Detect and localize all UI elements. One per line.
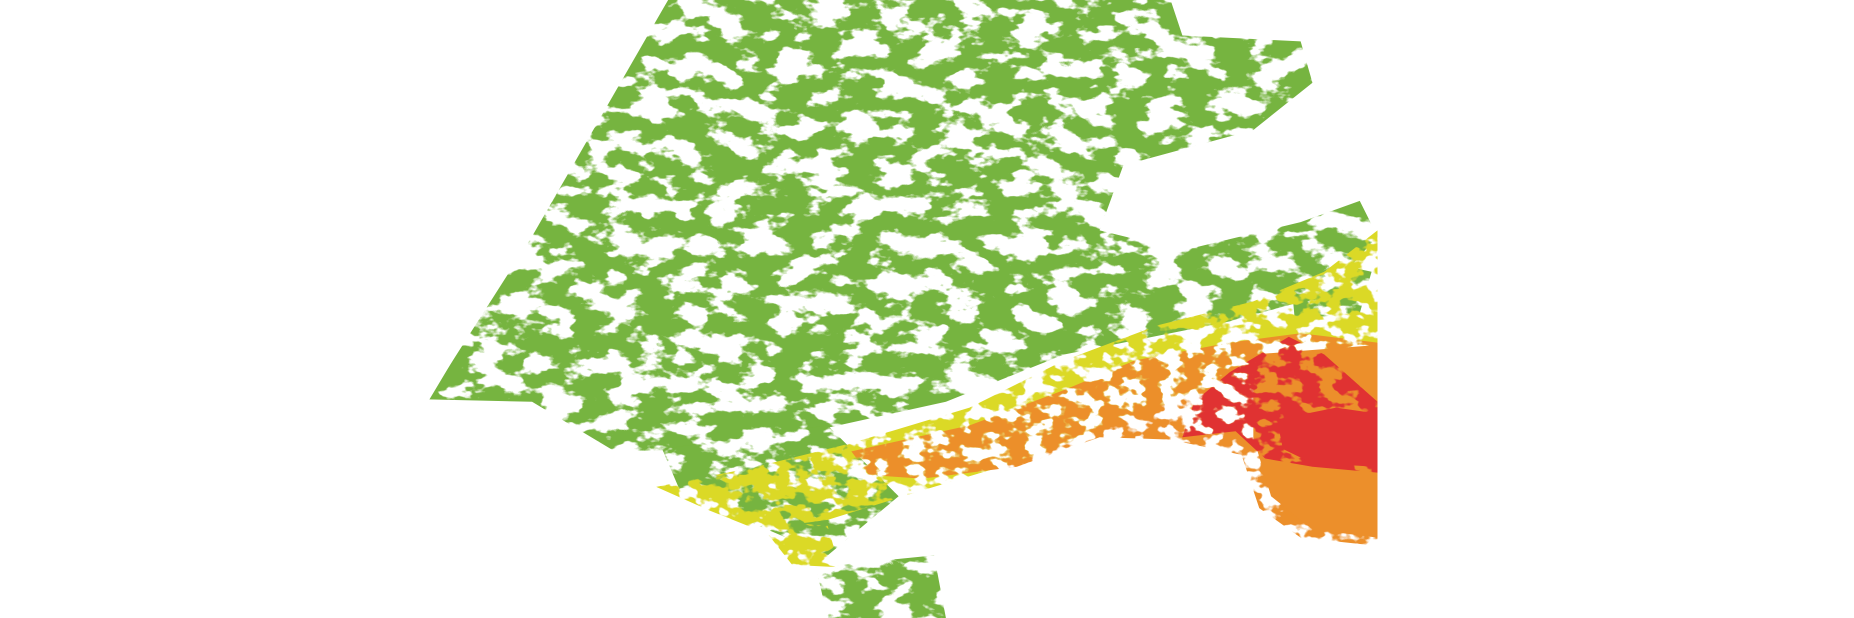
yellow-area [756, 519, 840, 568]
warm-zone [656, 230, 1378, 568]
map-layers [428, 0, 1378, 618]
green-area [815, 555, 946, 618]
yellow-area [656, 230, 1378, 530]
red-core [1276, 407, 1378, 467]
